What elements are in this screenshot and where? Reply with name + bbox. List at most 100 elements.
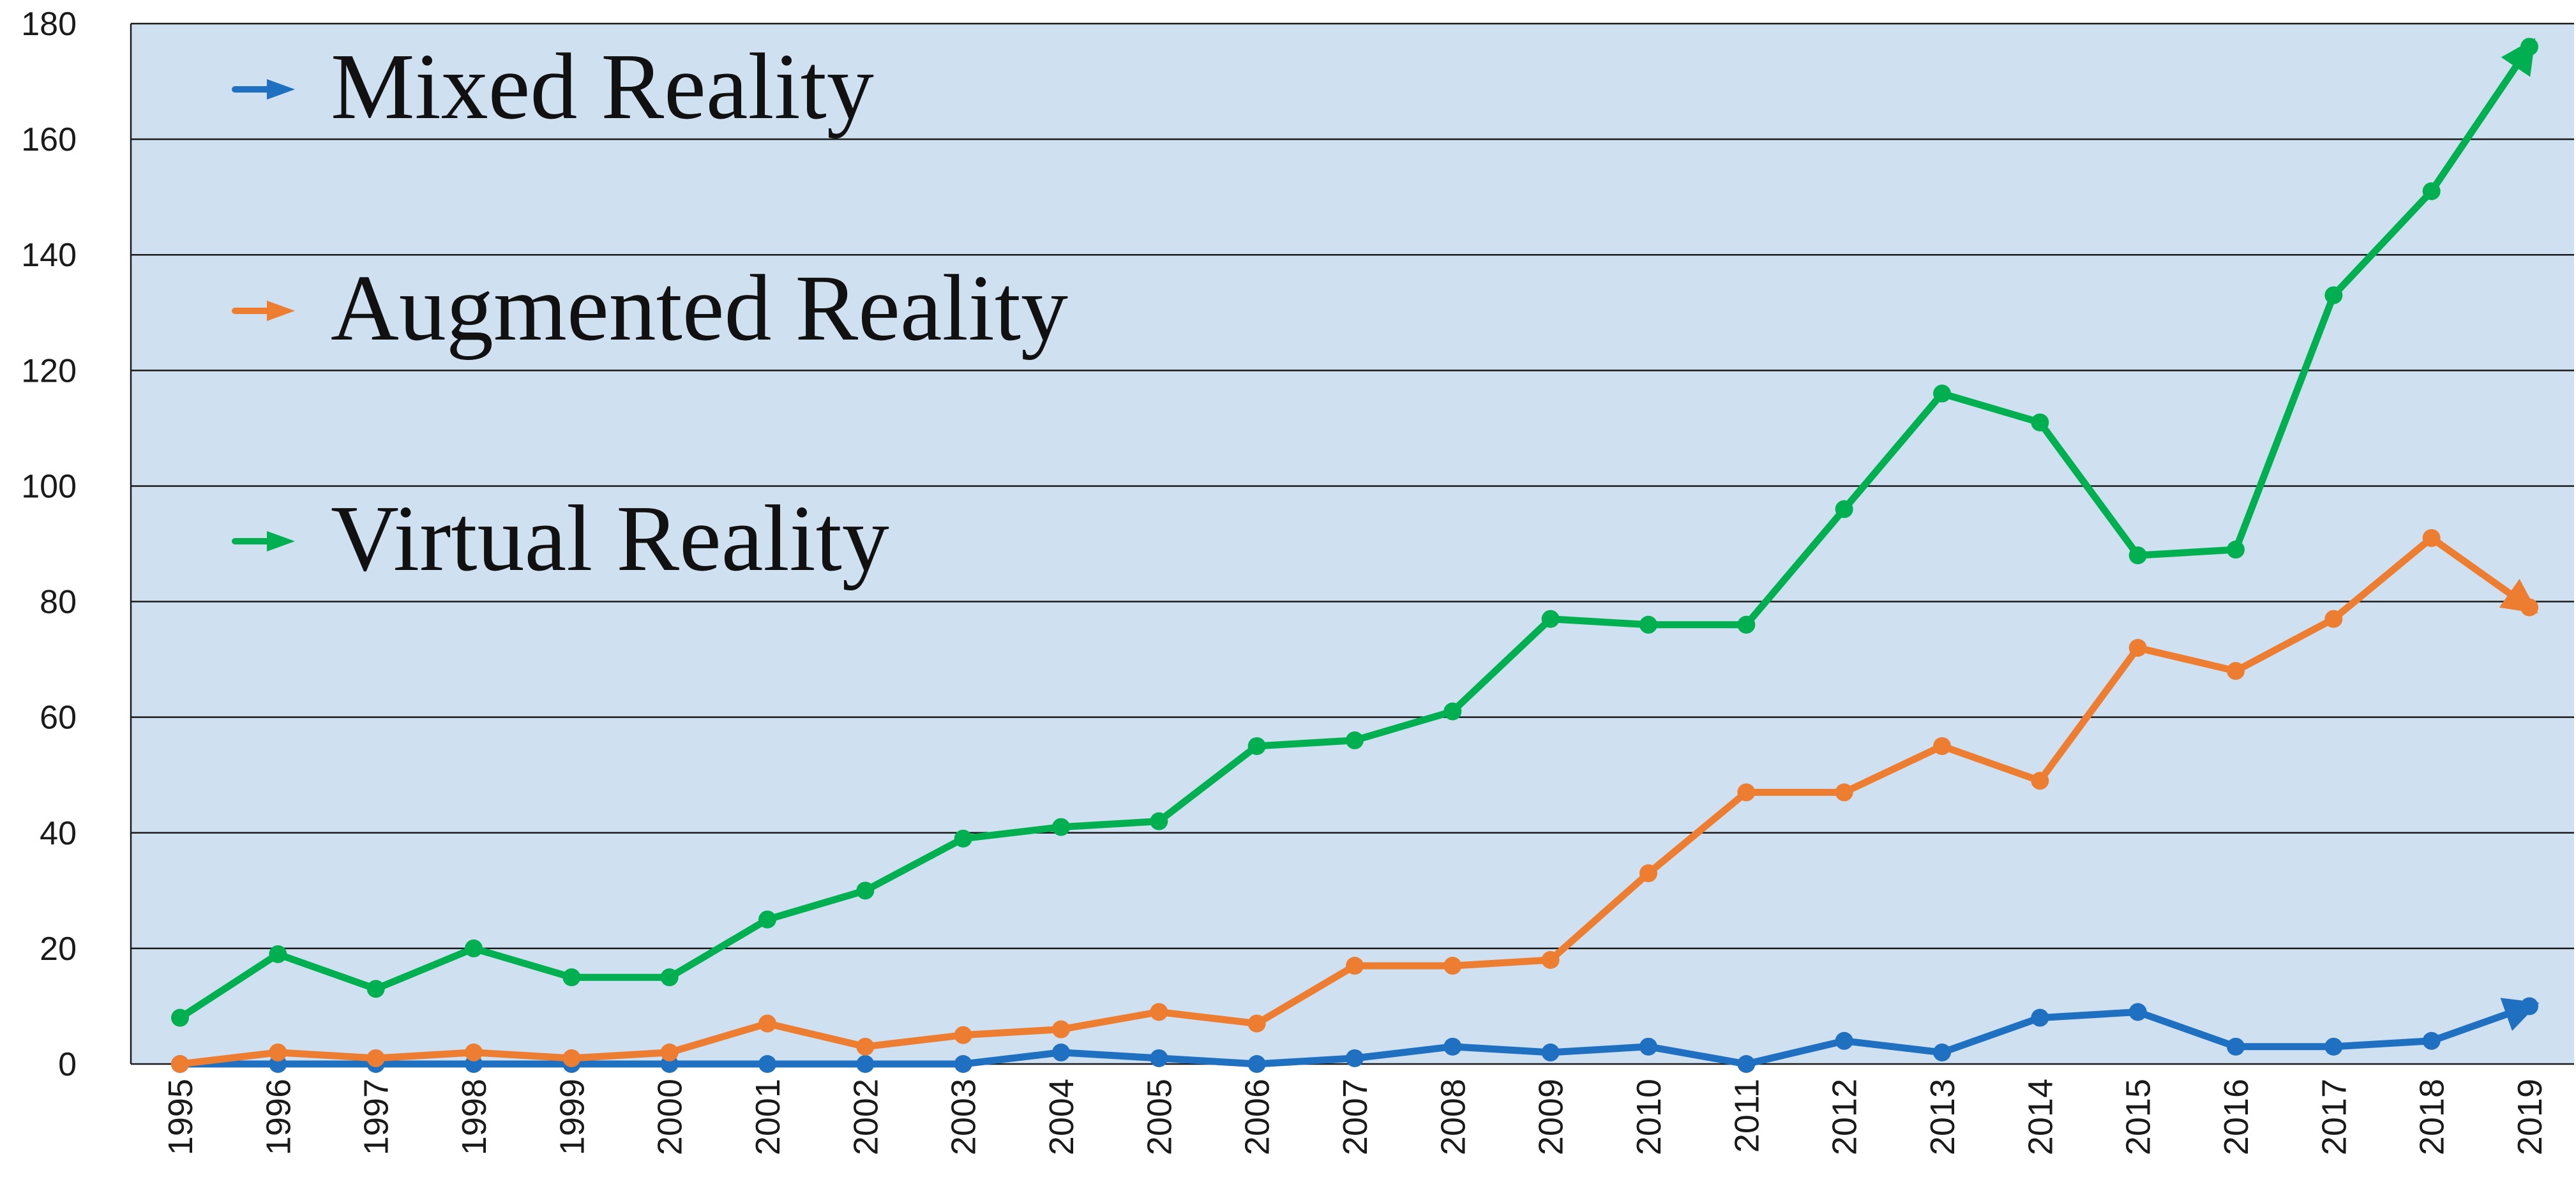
data-point — [1346, 1049, 1364, 1067]
y-tick-label: 20 — [40, 931, 77, 968]
data-point — [954, 1026, 972, 1044]
arrow-right-icon — [267, 301, 295, 321]
x-tick-label: 2015 — [2120, 1079, 2158, 1155]
data-point — [2520, 598, 2538, 617]
data-point — [1346, 957, 1364, 975]
legend-item: Augmented Reality — [232, 256, 1068, 361]
data-point — [366, 1049, 385, 1067]
x-tick-labels: 1995 1996 1997 1998 1999 2000 2001 2002 2003 2004… — [162, 1079, 2549, 1155]
x-tick-label: 2017 — [2315, 1079, 2353, 1155]
x-tick-label: 1998 — [455, 1079, 493, 1155]
data-point — [2422, 182, 2441, 200]
data-point — [269, 945, 287, 963]
data-point — [1052, 1043, 1070, 1061]
data-point — [2520, 997, 2538, 1015]
data-point — [562, 968, 581, 987]
data-point — [856, 1055, 875, 1073]
series-augmented-reality — [171, 528, 2538, 1073]
x-tick-label: 2011 — [1728, 1079, 1766, 1153]
data-point — [1052, 818, 1070, 836]
data-point — [2422, 1031, 2441, 1050]
legend-item: Mixed Reality — [232, 34, 874, 139]
data-point — [1541, 1043, 1560, 1061]
data-point — [2520, 38, 2538, 56]
data-point — [1737, 615, 1756, 634]
arrow-right-icon — [267, 79, 295, 100]
data-point — [1835, 783, 1853, 802]
x-tick-label: 2009 — [1532, 1079, 1570, 1155]
data-point — [1150, 812, 1168, 830]
plot-area-background — [131, 24, 2574, 1064]
legend-item: Virtual Reality — [232, 486, 889, 591]
data-point — [954, 829, 972, 848]
data-point — [465, 939, 483, 957]
legend-label: Augmented Reality — [331, 256, 1068, 361]
data-point — [1737, 1055, 1756, 1073]
data-point — [1443, 702, 1462, 721]
y-tick-label: 60 — [40, 700, 77, 737]
data-point — [1737, 783, 1756, 802]
x-tick-label: 2003 — [945, 1079, 983, 1155]
x-tick-label: 2002 — [847, 1079, 885, 1155]
x-tick-label: 2006 — [1239, 1079, 1277, 1155]
gridlines — [131, 22, 2574, 1065]
data-point — [1835, 1031, 1853, 1050]
x-tick-label: 2014 — [2021, 1079, 2060, 1155]
x-tick-label: 2008 — [1434, 1079, 1472, 1155]
x-tick-label: 1996 — [259, 1079, 298, 1155]
legend-label: Mixed Reality — [331, 34, 874, 139]
data-point — [171, 1055, 189, 1073]
data-point — [2031, 772, 2049, 790]
data-point — [1639, 1037, 1657, 1056]
data-point — [1443, 1037, 1462, 1056]
data-point — [2031, 1008, 2049, 1027]
x-tick-label: 2013 — [1924, 1079, 1962, 1155]
data-point — [2324, 1037, 2343, 1056]
data-point — [1933, 384, 1951, 403]
arrow-right-icon — [267, 531, 295, 551]
y-tick-label: 100 — [21, 468, 77, 505]
data-point — [2324, 286, 2343, 304]
data-point — [1150, 1049, 1168, 1067]
data-point — [2227, 541, 2245, 559]
x-tick-label: 1995 — [162, 1079, 200, 1155]
x-tick-label: 2007 — [1336, 1079, 1375, 1155]
x-tick-label: 1997 — [358, 1079, 396, 1155]
x-tick-label: 2000 — [651, 1079, 689, 1155]
data-point — [660, 968, 679, 987]
data-point — [465, 1043, 483, 1061]
series-lines — [171, 38, 2540, 1073]
y-tick-label: 0 — [58, 1046, 77, 1083]
data-point — [1052, 1020, 1070, 1038]
data-point — [1541, 951, 1560, 969]
x-tick-label: 2012 — [1826, 1079, 1864, 1155]
data-point — [758, 910, 776, 929]
series-virtual-reality — [171, 38, 2538, 1027]
y-tick-label: 80 — [40, 584, 77, 621]
x-tick-label: 2001 — [749, 1079, 787, 1155]
data-point — [856, 1037, 875, 1056]
data-point — [758, 1055, 776, 1073]
data-point — [758, 1014, 776, 1033]
x-tick-label: 2018 — [2413, 1079, 2452, 1155]
data-point — [1247, 1014, 1266, 1033]
data-point — [954, 1055, 972, 1073]
data-point — [1933, 1043, 1951, 1061]
x-tick-label: 2016 — [2217, 1079, 2256, 1155]
data-point — [856, 881, 875, 900]
y-tick-label: 140 — [21, 237, 77, 274]
x-tick-label: 2004 — [1043, 1079, 1081, 1155]
y-tick-label: 40 — [40, 815, 77, 852]
data-point — [2031, 413, 2049, 431]
data-point — [2128, 639, 2147, 657]
x-tick-label: 2005 — [1140, 1079, 1179, 1155]
data-point — [269, 1043, 287, 1061]
data-point — [1933, 737, 1951, 755]
y-tick-label: 180 — [21, 6, 77, 43]
data-point — [2128, 546, 2147, 565]
legend-label: Virtual Reality — [331, 486, 889, 591]
data-point — [366, 980, 385, 998]
y-tick-label: 160 — [21, 121, 77, 158]
